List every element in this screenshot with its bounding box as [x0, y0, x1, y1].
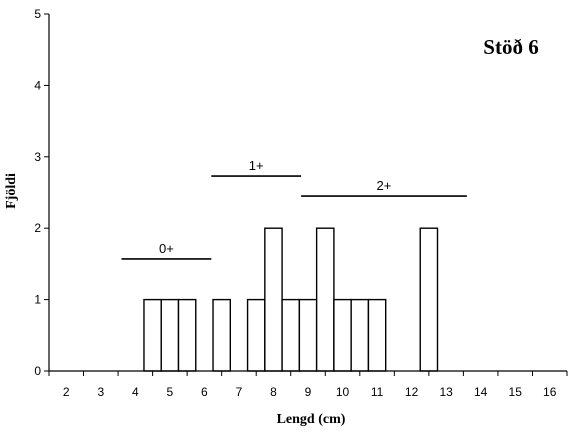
x-tick-label: 16 — [543, 385, 557, 399]
histogram-bar — [367, 298, 387, 372]
y-axis-title: Fjöldi — [4, 173, 19, 209]
y-tick-label: 2 — [34, 221, 41, 235]
histogram-bar — [315, 227, 335, 372]
x-tick-label: 14 — [474, 385, 488, 399]
x-tick-label: 7 — [236, 385, 243, 399]
x-tick-label: 12 — [405, 385, 419, 399]
x-tick-label: 8 — [270, 385, 277, 399]
histogram-bar — [419, 227, 439, 372]
x-tick-label: 15 — [509, 385, 523, 399]
x-tick-label: 2 — [63, 385, 70, 399]
histogram-bar — [143, 298, 162, 372]
histogram-bar — [264, 227, 283, 372]
histogram-bar — [333, 298, 352, 372]
x-tick-label: 13 — [439, 385, 453, 399]
y-tick-label: 4 — [34, 78, 41, 92]
age-group-label: 1+ — [249, 158, 264, 173]
x-tick-label: 4 — [132, 385, 139, 399]
x-tick-label: 11 — [371, 385, 384, 399]
y-tick-label: 0 — [34, 364, 41, 378]
histogram-bar — [160, 298, 180, 372]
age-group-label: 0+ — [159, 241, 174, 256]
x-tick-label: 5 — [167, 385, 174, 399]
x-tick-label: 10 — [336, 385, 350, 399]
histogram-bar — [350, 298, 370, 372]
x-tick-label: 3 — [97, 385, 104, 399]
bars-layer — [143, 227, 439, 372]
y-tick-label: 1 — [34, 293, 41, 307]
histogram-bar — [177, 298, 197, 372]
y-ticks: 0 1 2 3 4 5 — [34, 7, 49, 378]
x-ticks: 2 3 4 5 6 7 8 9 10 11 12 13 14 15 16 — [48, 371, 568, 399]
x-tick-label: 6 — [201, 385, 208, 399]
chart-title: Stöð 6 — [483, 35, 538, 59]
histogram-bar — [298, 298, 318, 372]
y-tick-label: 3 — [34, 150, 41, 164]
x-axis-title: Lengd (cm) — [277, 412, 346, 427]
age-group-label: 2+ — [377, 178, 392, 193]
histogram-bar — [281, 298, 301, 372]
y-tick-label: 5 — [34, 7, 41, 21]
age-groups: 0+ 1+ 2+ — [121, 158, 467, 260]
x-tick-label: 9 — [305, 385, 312, 399]
histogram-bar — [246, 298, 266, 372]
histogram-bar — [212, 298, 232, 372]
